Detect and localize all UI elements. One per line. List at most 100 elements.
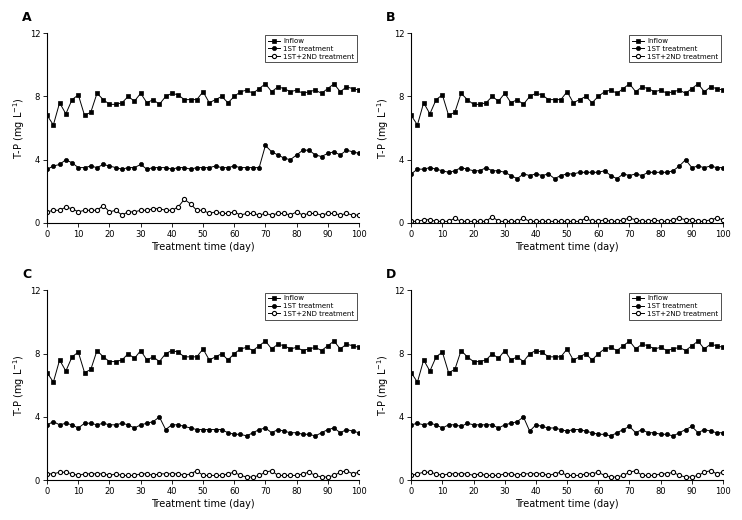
1ST treatment	[407, 422, 416, 428]
1ST+2ND treatment	[355, 212, 364, 218]
1ST+2ND treatment	[644, 472, 653, 478]
1ST+2ND treatment	[137, 471, 145, 477]
1ST+2ND treatment	[476, 218, 485, 225]
1ST treatment	[242, 433, 251, 439]
Inflow	[355, 344, 364, 350]
1ST treatment	[712, 430, 721, 436]
1ST treatment	[476, 422, 485, 428]
1ST+2ND treatment	[712, 215, 721, 222]
Legend: Inflow, 1ST treatment, 1ST+2ND treatment: Inflow, 1ST treatment, 1ST+2ND treatment	[629, 35, 721, 62]
Inflow	[413, 379, 422, 385]
1ST treatment	[718, 430, 727, 436]
Inflow	[625, 338, 634, 344]
1ST treatment	[407, 171, 416, 177]
Inflow	[619, 85, 628, 92]
1ST+2ND treatment	[718, 469, 727, 475]
1ST+2ND treatment	[142, 207, 151, 213]
Inflow	[280, 85, 289, 92]
Inflow	[142, 357, 151, 363]
1ST+2ND treatment	[407, 218, 416, 225]
Line: 1ST treatment: 1ST treatment	[45, 415, 361, 438]
Inflow	[513, 354, 522, 360]
1ST+2ND treatment	[111, 471, 120, 477]
1ST treatment	[155, 414, 164, 420]
1ST+2ND treatment	[43, 209, 52, 215]
1ST+2ND treatment	[348, 212, 357, 218]
Inflow	[507, 100, 516, 106]
Inflow	[482, 100, 490, 106]
Inflow	[117, 357, 126, 363]
Line: 1ST treatment: 1ST treatment	[409, 158, 725, 181]
X-axis label: Treatment time (day): Treatment time (day)	[151, 242, 255, 252]
Inflow	[261, 81, 270, 87]
Y-axis label: T-P (mg L$^{-1}$): T-P (mg L$^{-1}$)	[375, 354, 391, 416]
1ST treatment	[500, 422, 509, 428]
1ST+2ND treatment	[148, 205, 157, 212]
1ST treatment	[476, 167, 485, 174]
Line: 1ST treatment: 1ST treatment	[409, 415, 725, 438]
1ST treatment	[142, 166, 151, 172]
Inflow	[261, 338, 270, 344]
Inflow	[348, 85, 357, 92]
1ST treatment	[625, 423, 634, 430]
1ST treatment	[43, 166, 52, 172]
1ST treatment	[507, 173, 516, 179]
1ST treatment	[507, 420, 516, 426]
1ST+2ND treatment	[142, 471, 151, 477]
Text: A: A	[22, 11, 32, 24]
1ST+2ND treatment	[43, 471, 52, 477]
Line: 1ST+2ND treatment: 1ST+2ND treatment	[409, 469, 725, 479]
1ST+2ND treatment	[637, 218, 646, 225]
X-axis label: Treatment time (day): Treatment time (day)	[151, 499, 255, 509]
Y-axis label: T-P (mg L$^{-1}$): T-P (mg L$^{-1}$)	[11, 354, 27, 416]
1ST treatment	[348, 428, 357, 434]
Legend: Inflow, 1ST treatment, 1ST+2ND treatment: Inflow, 1ST treatment, 1ST+2ND treatment	[265, 35, 357, 62]
Inflow	[355, 87, 364, 93]
1ST+2ND treatment	[117, 212, 126, 218]
1ST treatment	[718, 164, 727, 171]
1ST treatment	[637, 173, 646, 179]
1ST+2ND treatment	[507, 471, 516, 477]
Inflow	[507, 357, 516, 363]
1ST treatment	[348, 149, 357, 155]
1ST+2ND treatment	[280, 210, 289, 216]
Inflow	[644, 85, 653, 92]
1ST treatment	[644, 430, 653, 436]
1ST+2ND treatment	[261, 469, 270, 475]
Line: 1ST+2ND treatment: 1ST+2ND treatment	[45, 197, 361, 217]
1ST treatment	[111, 422, 120, 428]
Line: Inflow: Inflow	[45, 339, 361, 384]
1ST treatment	[142, 420, 151, 426]
Line: Inflow: Inflow	[45, 82, 361, 127]
1ST+2ND treatment	[500, 471, 509, 477]
Legend: Inflow, 1ST treatment, 1ST+2ND treatment: Inflow, 1ST treatment, 1ST+2ND treatment	[265, 293, 357, 320]
1ST treatment	[280, 428, 289, 434]
Inflow	[49, 379, 58, 385]
Y-axis label: T-P (mg L$^{-1}$): T-P (mg L$^{-1}$)	[11, 97, 27, 159]
X-axis label: Treatment time (day): Treatment time (day)	[515, 242, 619, 252]
Inflow	[482, 357, 490, 363]
1ST+2ND treatment	[111, 207, 120, 213]
1ST+2ND treatment	[280, 472, 289, 478]
Inflow	[644, 343, 653, 349]
Inflow	[49, 122, 58, 128]
1ST treatment	[249, 164, 257, 171]
1ST treatment	[43, 422, 52, 428]
Inflow	[255, 85, 263, 92]
1ST treatment	[355, 150, 364, 157]
Text: B: B	[387, 11, 395, 24]
Text: D: D	[387, 268, 396, 281]
Legend: Inflow, 1ST treatment, 1ST+2ND treatment: Inflow, 1ST treatment, 1ST+2ND treatment	[629, 293, 721, 320]
1ST treatment	[619, 171, 628, 177]
1ST+2ND treatment	[487, 214, 496, 220]
Inflow	[718, 87, 727, 93]
1ST+2ND treatment	[242, 474, 251, 480]
Inflow	[712, 343, 721, 349]
Inflow	[148, 97, 157, 103]
Line: Inflow: Inflow	[410, 339, 725, 384]
Inflow	[712, 85, 721, 92]
1ST treatment	[519, 414, 528, 420]
Inflow	[625, 81, 634, 87]
Inflow	[43, 112, 52, 119]
1ST treatment	[111, 164, 120, 171]
